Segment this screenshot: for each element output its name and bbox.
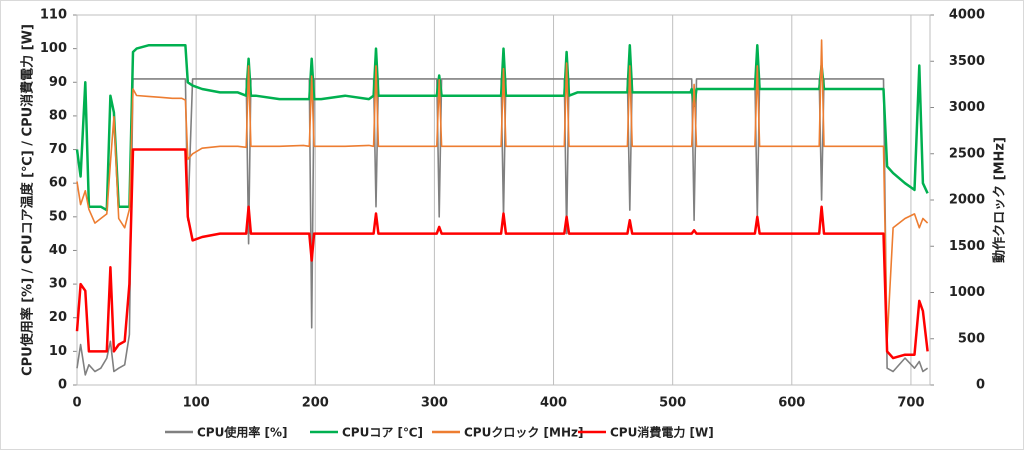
y2-tick-label: 1000 xyxy=(949,285,985,300)
y-tick-label: 90 xyxy=(49,75,67,90)
y2-tick-label: 500 xyxy=(958,331,985,346)
y2-axis-label: 動作クロック [MHz] xyxy=(992,137,1008,263)
y2-tick-label: 0 xyxy=(976,378,985,393)
y-tick-label: 100 xyxy=(40,41,67,56)
x-tick-label: 400 xyxy=(540,396,567,411)
y-tick-label: 0 xyxy=(58,378,67,393)
plot-frame xyxy=(76,14,931,386)
legend-label: CPU使用率 [%] xyxy=(197,425,288,440)
x-tick-label: 0 xyxy=(72,396,81,411)
y-tick-label: 20 xyxy=(49,310,67,325)
y2-tick-label: 3000 xyxy=(949,100,985,115)
y-tick-label: 110 xyxy=(40,8,67,23)
legend-label: CPUクロック [MHz] xyxy=(464,426,583,440)
x-tick-label: 600 xyxy=(778,396,805,411)
y2-tick-label: 1500 xyxy=(949,239,985,254)
legend-label: CPU消費電力 [W] xyxy=(610,425,714,440)
x-tick-label: 200 xyxy=(302,396,329,411)
series-line xyxy=(75,148,929,360)
y-tick-label: 10 xyxy=(49,344,67,359)
y-tick-label: 60 xyxy=(49,176,67,191)
y2-tick-label: 4000 xyxy=(949,8,985,23)
x-tick-label: 500 xyxy=(659,396,686,411)
legend-label: CPUコア [℃] xyxy=(342,426,423,440)
y-tick-label: 30 xyxy=(49,277,67,292)
y2-tick-label: 2000 xyxy=(949,193,985,208)
y-tick-label: 50 xyxy=(49,209,67,224)
y-axis-label: CPU使用率 [%] / CPUコア温度 [℃] / CPU消費電力 [W] xyxy=(20,24,36,376)
y-tick-label: 80 xyxy=(49,108,67,123)
y-tick-label: 70 xyxy=(49,142,67,157)
x-tick-label: 700 xyxy=(897,396,924,411)
y-tick-label: 40 xyxy=(49,243,67,258)
series-line xyxy=(76,39,929,343)
x-tick-label: 100 xyxy=(183,396,210,411)
x-tick-label: 300 xyxy=(421,396,448,411)
series-line xyxy=(76,78,929,376)
series-line xyxy=(75,44,929,212)
y2-tick-label: 2500 xyxy=(949,146,985,161)
y2-tick-label: 3500 xyxy=(949,54,985,69)
